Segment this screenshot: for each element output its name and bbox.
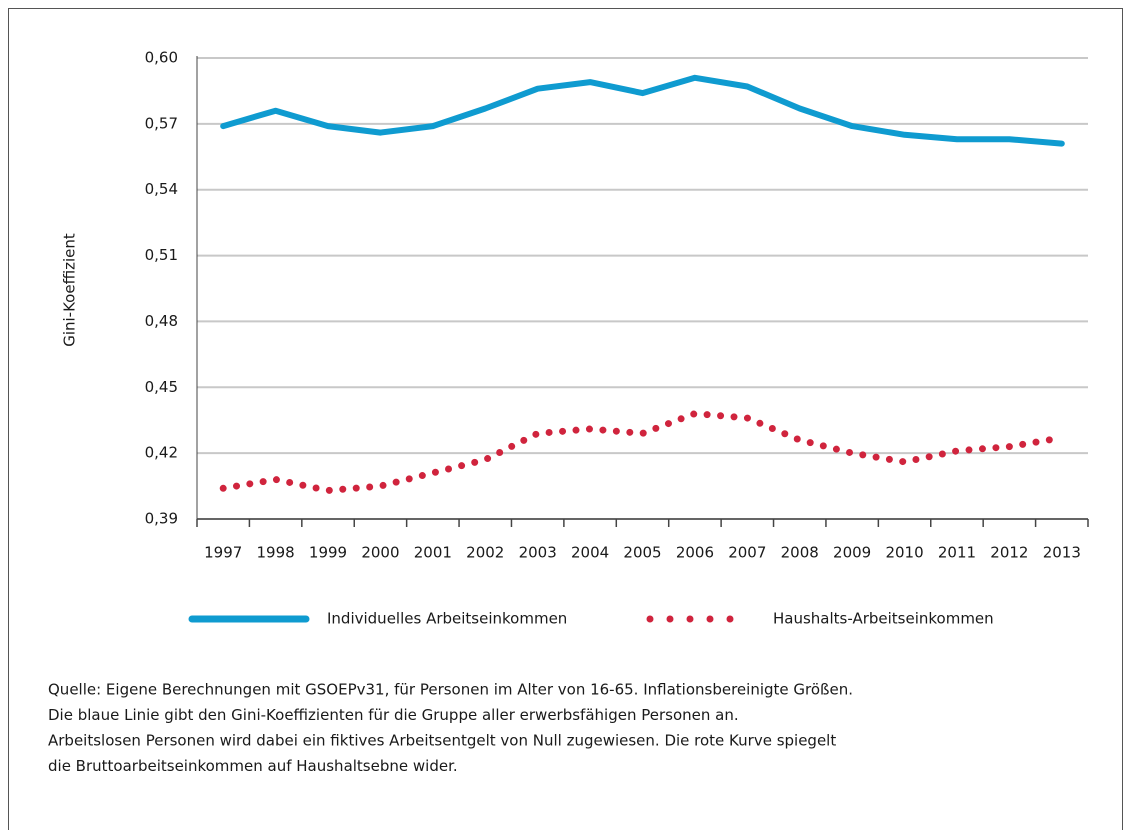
x-tick-label: 2010 [885,544,923,562]
frame [8,8,1123,830]
x-tick-label: 2005 [623,544,661,562]
y-tick-label: 0,54 [145,180,178,198]
y-tick-label: 0,48 [145,312,178,330]
note-line: Arbeitslosen Personen wird dabei ein fik… [48,732,836,750]
x-tick-label: 2011 [938,544,976,562]
x-tick-label: 1998 [257,544,295,562]
legend-label: Individuelles Arbeitseinkommen [327,610,567,628]
x-tick-label: 2001 [414,544,452,562]
y-tick-label: 0,57 [145,114,178,132]
x-tick-label: 2003 [519,544,557,562]
y-axis-label: Gini-Koeffizient [61,233,79,347]
x-tick-label: 2006 [676,544,714,562]
y-tick-label: 0,39 [145,510,178,528]
series-line [219,410,1066,494]
x-tick-label: 2004 [571,544,609,562]
x-tick-label: 2009 [833,544,871,562]
series-line [220,74,1065,147]
x-tick-label: 2002 [466,544,504,562]
y-tick-label: 0,45 [145,378,178,396]
x-tick-label: 2012 [990,544,1028,562]
note-line: Die blaue Linie gibt den Gini-Koeffizien… [48,706,739,724]
x-tick-label: 1999 [309,544,347,562]
y-tick-label: 0,60 [145,49,178,67]
y-tick-label: 0,42 [145,444,178,462]
note-line: die Bruttoarbeitseinkommen auf Haushalts… [48,757,458,775]
x-tick-label: 1997 [204,544,242,562]
x-tick-label: 2000 [361,544,399,562]
x-tick-label: 2007 [728,544,766,562]
x-tick-label: 2013 [1043,544,1081,562]
legend-label: Haushalts-Arbeitseinkommen [773,610,994,628]
note-line: Quelle: Eigene Berechnungen mit GSOEPv31… [48,681,853,699]
x-tick-label: 2008 [781,544,819,562]
y-tick-label: 0,51 [145,246,178,264]
